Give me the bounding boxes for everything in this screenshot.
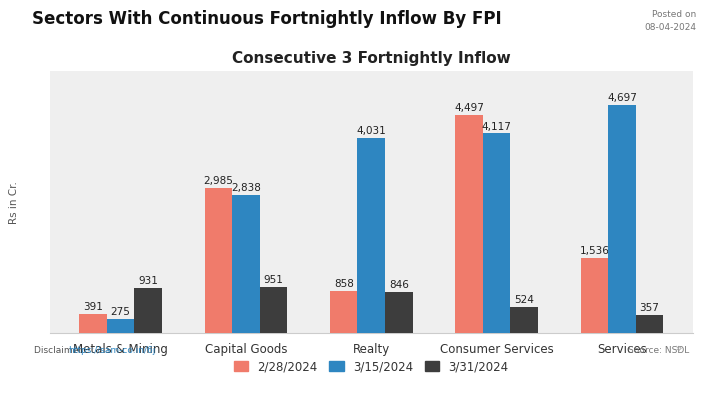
Text: 357: 357 <box>640 303 660 313</box>
Text: SAMCO: SAMCO <box>630 373 693 387</box>
Text: 2,985: 2,985 <box>203 176 233 186</box>
Bar <box>260 287 287 333</box>
Bar <box>330 292 358 333</box>
Bar <box>232 196 260 333</box>
Text: 4,117: 4,117 <box>482 121 511 131</box>
Text: Disclaimer:: Disclaimer: <box>34 345 87 354</box>
Bar <box>358 138 385 333</box>
Bar <box>511 308 538 333</box>
Text: 4,697: 4,697 <box>607 93 637 103</box>
Bar <box>483 134 511 333</box>
Bar <box>635 316 663 333</box>
Text: https://sam-co.in/6j: https://sam-co.in/6j <box>68 345 155 354</box>
Text: Rs in Cr.: Rs in Cr. <box>9 181 19 224</box>
Text: 524: 524 <box>514 295 534 305</box>
Legend: 2/28/2024, 3/15/2024, 3/31/2024: 2/28/2024, 3/15/2024, 3/31/2024 <box>229 355 513 378</box>
Text: #SAMSHOTS: #SAMSHOTS <box>21 373 119 387</box>
Bar <box>580 259 608 333</box>
Text: Sectors With Continuous Fortnightly Inflow By FPI: Sectors With Continuous Fortnightly Infl… <box>32 10 502 28</box>
Bar <box>608 106 635 333</box>
Bar <box>385 292 413 333</box>
Text: 4,031: 4,031 <box>356 126 386 136</box>
Text: 858: 858 <box>333 279 353 289</box>
Text: 931: 931 <box>139 275 158 285</box>
Text: 391: 391 <box>83 301 103 311</box>
Bar <box>79 314 107 333</box>
Text: ×: × <box>610 371 625 389</box>
Bar <box>456 116 483 333</box>
Text: 275: 275 <box>111 307 131 317</box>
Text: 1,536: 1,536 <box>580 246 609 256</box>
Text: Posted on
08-04-2024: Posted on 08-04-2024 <box>644 10 696 31</box>
Text: 2,838: 2,838 <box>231 183 261 193</box>
Bar <box>204 189 232 333</box>
Text: 846: 846 <box>389 279 409 289</box>
Text: »: » <box>675 341 683 354</box>
Text: 4,497: 4,497 <box>454 103 484 113</box>
Bar <box>107 320 134 333</box>
Text: Source: NSDL: Source: NSDL <box>628 345 690 354</box>
Text: 951: 951 <box>263 274 283 284</box>
Title: Consecutive 3 Fortnightly Inflow: Consecutive 3 Fortnightly Inflow <box>232 51 511 65</box>
Bar <box>134 288 162 333</box>
